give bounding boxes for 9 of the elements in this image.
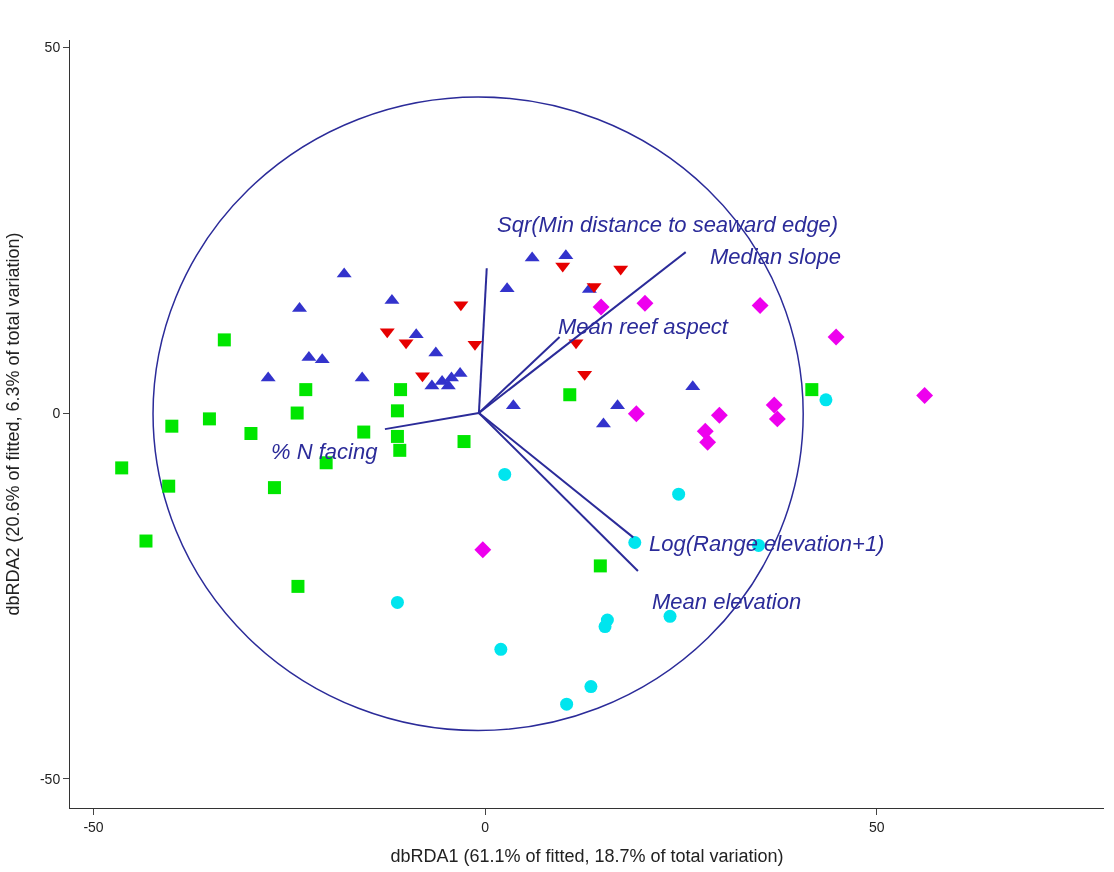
x-tick-label: -50 xyxy=(83,818,104,835)
y-tick-label: 50 xyxy=(44,39,61,56)
y-axis-title: dbRDA2 (20.6% of fitted, 6.3% of total variation) xyxy=(3,232,24,616)
x-axis-title: dbRDA1 (61.1% of fitted, 18.7% of total variation) xyxy=(390,845,784,866)
x-tick-label: 0 xyxy=(481,818,490,835)
series-label: % N facing xyxy=(271,439,379,464)
x-tick-label: 50 xyxy=(869,818,885,835)
y-tick-label: 0 xyxy=(52,404,61,421)
y-tick-label: -50 xyxy=(39,770,61,787)
